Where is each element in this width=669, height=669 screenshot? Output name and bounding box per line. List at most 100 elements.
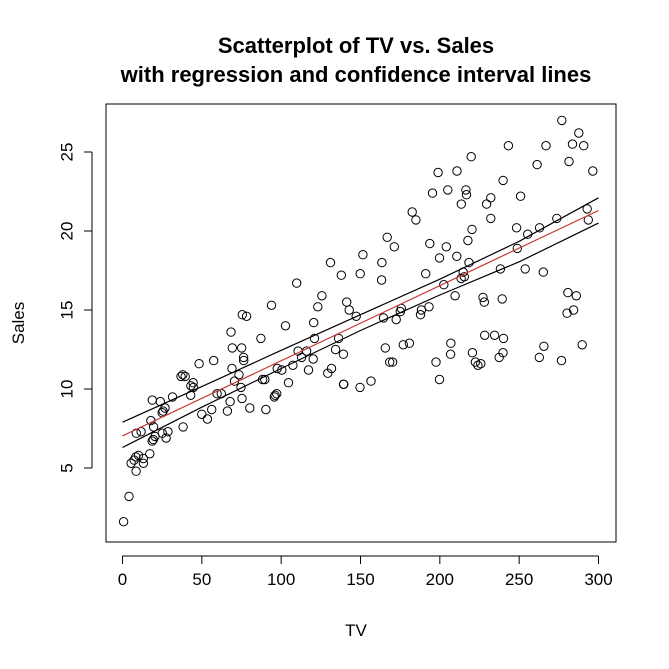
data-point <box>309 333 320 344</box>
data-point <box>424 302 434 312</box>
data-point <box>459 272 469 282</box>
data-point <box>188 382 199 393</box>
data-point <box>296 352 307 363</box>
data-point <box>355 269 365 279</box>
data-point <box>538 267 548 277</box>
data-point <box>512 243 522 254</box>
y-tick-label: 10 <box>58 380 77 399</box>
x-tick-label: 200 <box>426 570 454 589</box>
data-point <box>377 257 387 268</box>
data-point <box>237 393 247 404</box>
data-point <box>272 389 282 399</box>
x-tick-label: 100 <box>267 570 295 589</box>
data-point <box>470 357 481 367</box>
data-point <box>266 300 277 310</box>
data-point <box>225 396 235 407</box>
data-point <box>161 433 171 443</box>
data-point <box>194 359 204 369</box>
data-point <box>382 232 392 243</box>
data-point <box>167 392 178 402</box>
data-point <box>158 406 168 416</box>
data-point <box>579 141 589 151</box>
data-point <box>238 352 249 363</box>
data-point <box>467 348 478 358</box>
data-point <box>385 357 395 367</box>
data-point <box>227 343 238 353</box>
data-point <box>478 292 488 303</box>
data-point <box>339 379 349 389</box>
data-point <box>138 453 149 464</box>
data-point <box>237 310 248 320</box>
data-point <box>391 314 401 325</box>
data-point <box>241 311 252 321</box>
data-point <box>330 344 341 355</box>
data-point <box>450 291 460 301</box>
data-point <box>503 141 514 151</box>
data-point <box>256 333 266 344</box>
data-point <box>564 156 574 167</box>
data-point <box>498 175 508 186</box>
y-axis: 5 10 15 20 25 <box>58 143 93 473</box>
data-point <box>234 370 244 380</box>
data-point <box>387 357 398 367</box>
data-point <box>431 357 441 367</box>
data-point <box>515 191 526 201</box>
data-point <box>351 311 361 321</box>
data-point <box>489 330 500 340</box>
data-point <box>445 349 456 359</box>
fit-lines <box>122 197 599 449</box>
data-point <box>133 450 144 461</box>
data-point <box>308 354 318 364</box>
data-point <box>574 128 584 138</box>
data-point <box>411 215 421 225</box>
data-point <box>452 251 462 261</box>
data-point <box>557 115 567 126</box>
data-point <box>511 223 522 233</box>
data-point <box>434 253 445 263</box>
data-point <box>441 242 451 252</box>
y-tick-label: 25 <box>58 143 77 162</box>
data-point <box>269 392 279 402</box>
y-axis-label: Sales <box>9 302 28 345</box>
data-point <box>344 305 354 315</box>
data-point <box>425 238 435 249</box>
data-point <box>461 190 472 200</box>
data-point <box>366 376 376 386</box>
data-point <box>147 436 157 446</box>
data-point <box>434 374 445 385</box>
data-point <box>541 141 551 151</box>
data-point <box>582 204 592 214</box>
data-point <box>245 403 255 413</box>
data-point <box>446 338 456 348</box>
data-point <box>562 308 572 318</box>
data-point <box>202 414 213 424</box>
data-point <box>313 302 323 312</box>
data-point <box>556 355 567 366</box>
data-point <box>176 371 186 382</box>
y-tick-label: 5 <box>58 463 77 472</box>
data-point <box>376 275 387 285</box>
data-point <box>160 403 170 413</box>
data-point <box>427 188 438 198</box>
data-point <box>325 257 336 268</box>
data-point <box>237 343 247 353</box>
data-point <box>239 355 249 366</box>
data-point <box>466 152 476 162</box>
data-point <box>178 370 188 380</box>
data-point <box>481 199 492 209</box>
chart-title-line2: with regression and confidence interval … <box>120 62 592 87</box>
data-point <box>421 269 431 279</box>
data-point <box>355 382 365 393</box>
x-axis-label: TV <box>345 621 367 640</box>
data-point <box>439 280 449 290</box>
data-point <box>497 294 507 304</box>
data-point <box>209 355 219 366</box>
data-point <box>539 341 549 351</box>
data-point <box>567 139 578 149</box>
data-point <box>197 409 207 419</box>
y-tick-label: 20 <box>58 222 77 241</box>
data-point <box>226 327 236 337</box>
data-point <box>498 333 509 344</box>
data-point <box>131 452 141 462</box>
